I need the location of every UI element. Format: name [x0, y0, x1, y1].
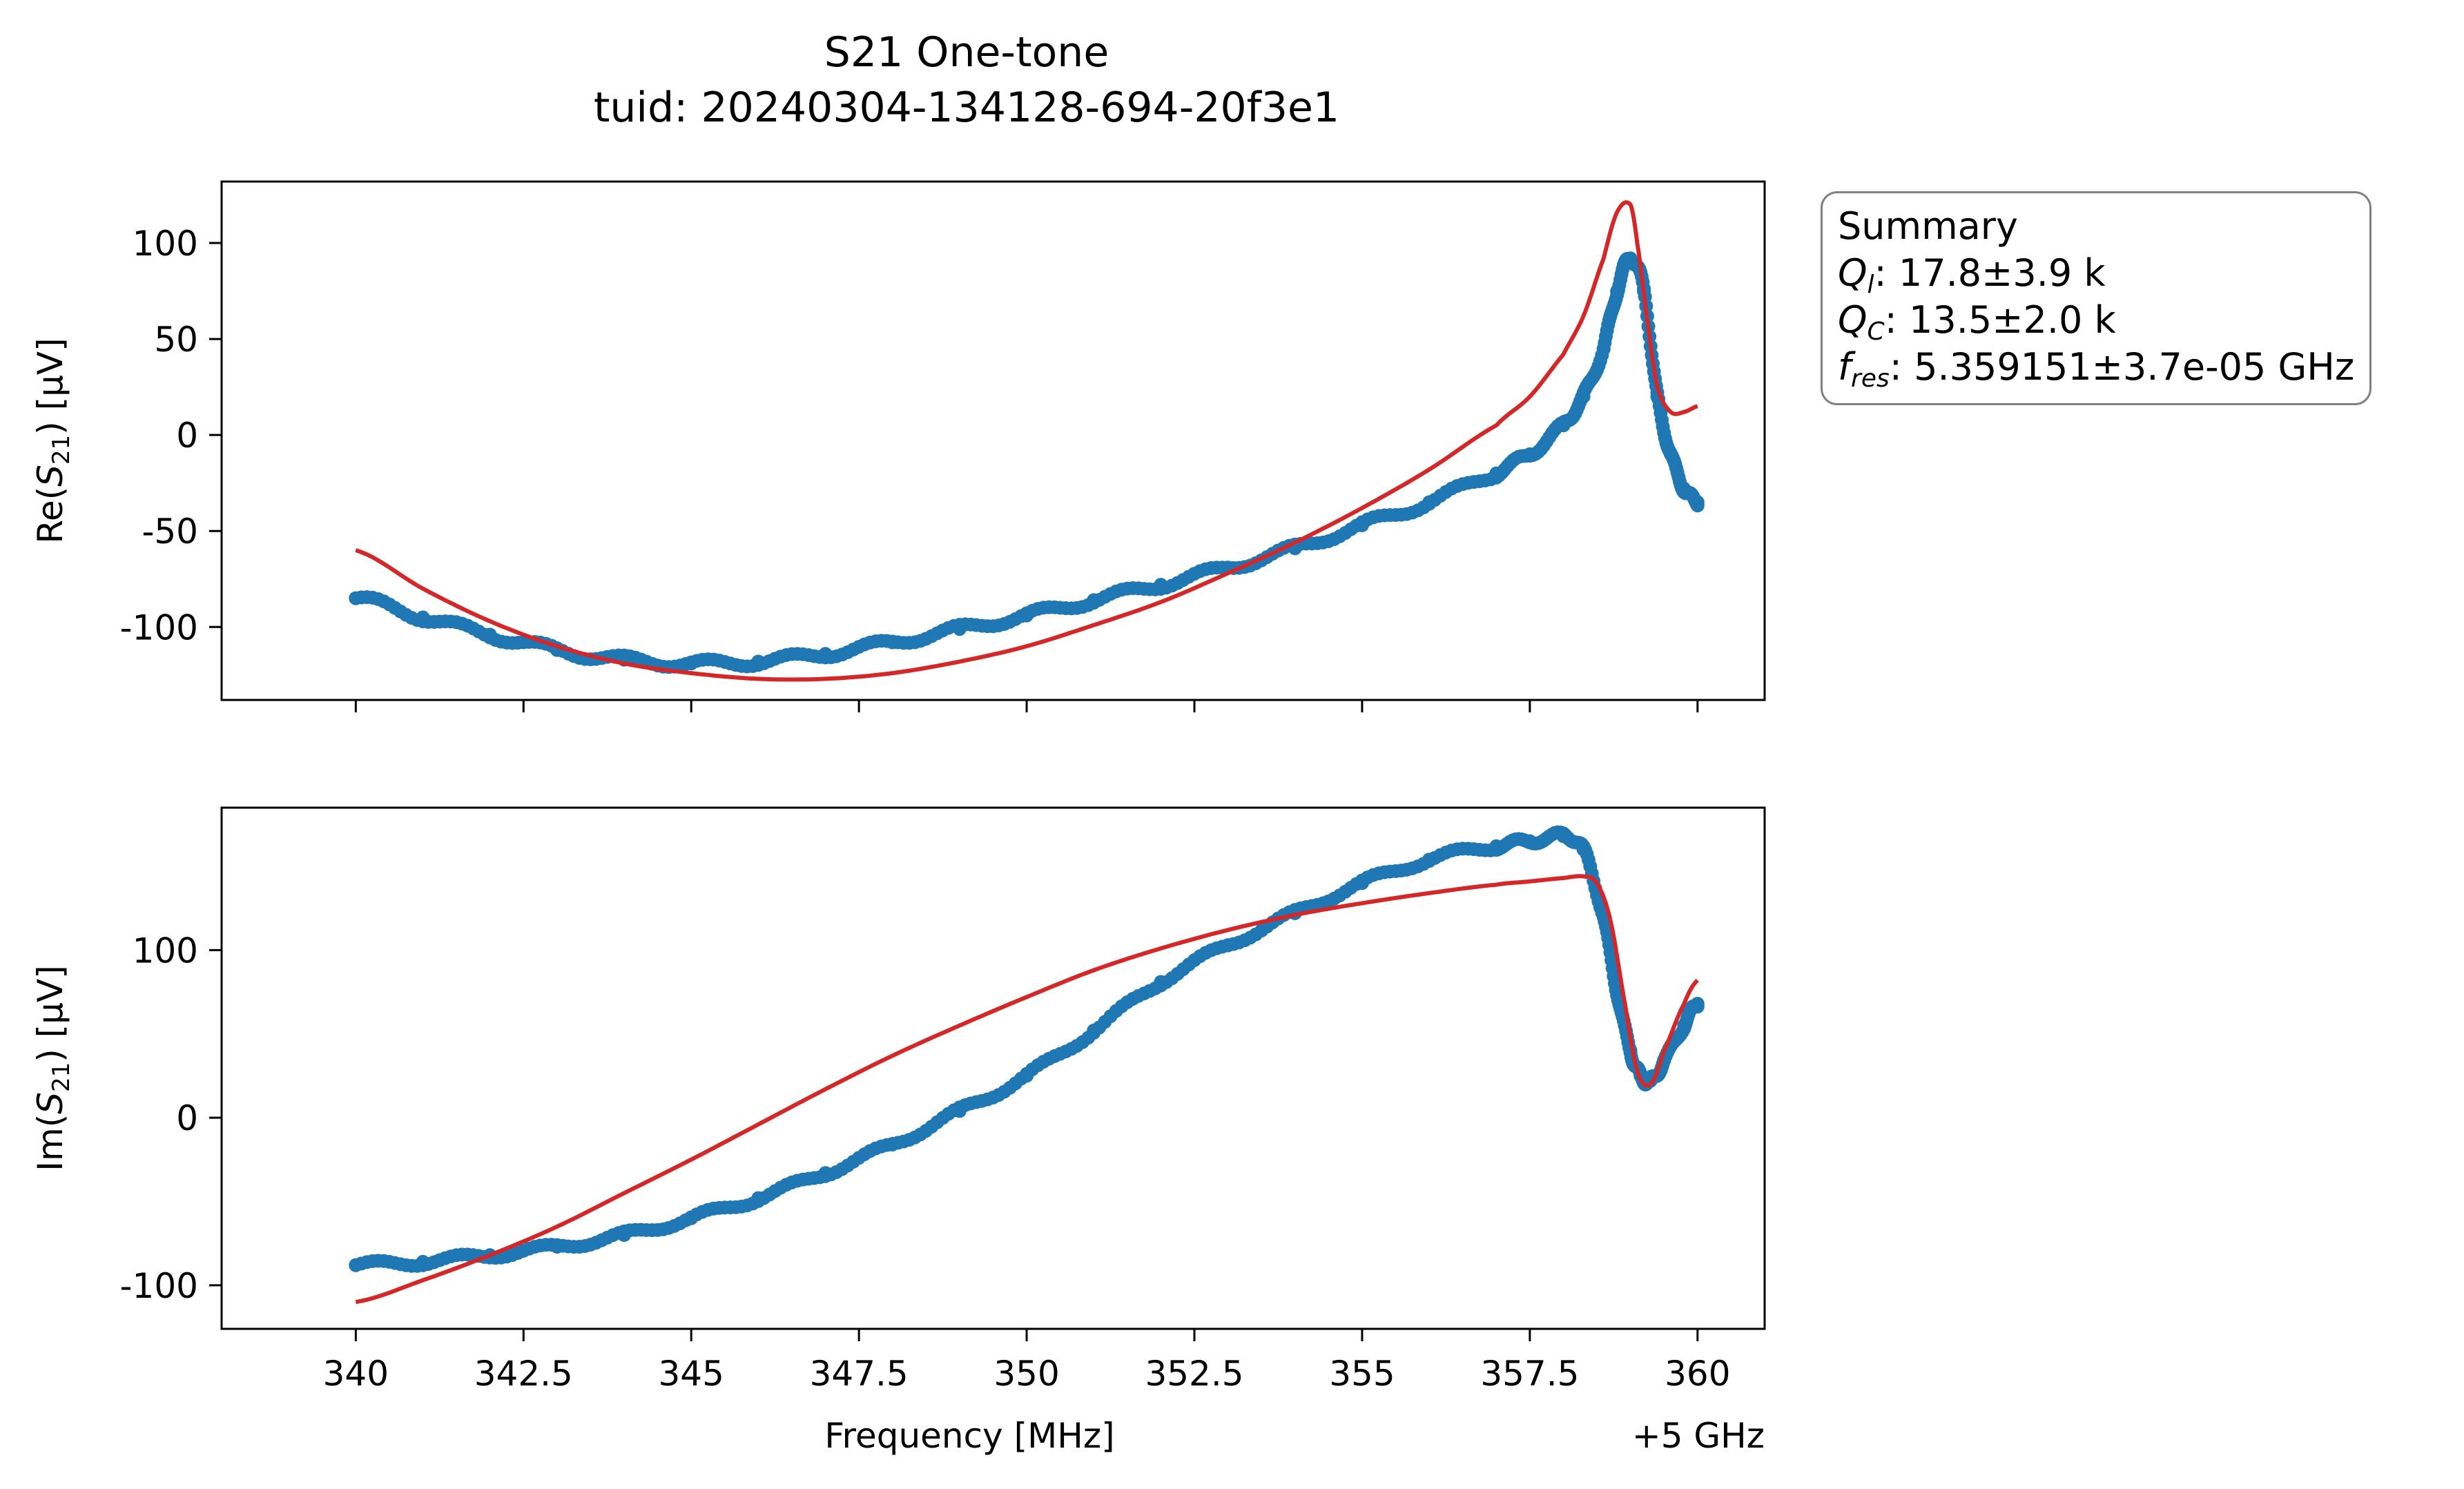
top-data-point — [684, 656, 699, 671]
bottom-data-line — [356, 834, 1699, 1267]
bottom-data-point — [684, 1211, 699, 1225]
top-data-point — [1663, 447, 1678, 461]
top-data-point — [1677, 482, 1691, 496]
summary-heading: Summary — [1838, 204, 2018, 248]
top-data-point — [952, 622, 967, 636]
bottom-data-point — [1221, 938, 1235, 953]
bottom-data-point — [751, 1191, 766, 1205]
top-data-point — [1610, 284, 1624, 298]
x-axis-label: Frequency [MHz] — [824, 1416, 1114, 1456]
top-data-point — [483, 627, 497, 642]
top-data-point — [349, 591, 363, 605]
x-tick-label: 350 — [993, 1354, 1059, 1394]
top-data-markers — [349, 251, 1705, 674]
top-panel: 100 50 0 -50 -100 Re(S21) [µV] — [30, 180, 1766, 712]
bottom-data-point — [885, 1137, 900, 1151]
x-tick-label: 342.5 — [474, 1354, 573, 1394]
x-tick-label: 357.5 — [1480, 1354, 1579, 1394]
top-y-tick-label: -100 — [120, 607, 198, 648]
top-data-point — [885, 635, 900, 650]
top-y-tick-label: -50 — [142, 512, 198, 552]
top-data-point — [1556, 418, 1571, 433]
top-data-point — [1690, 495, 1705, 509]
top-data-point — [1596, 341, 1611, 356]
bottom-data-point — [818, 1166, 833, 1180]
top-data-point — [1522, 447, 1537, 461]
x-tick-label: 352.5 — [1145, 1354, 1243, 1394]
x-tick-label: 355 — [1329, 1354, 1395, 1394]
x-offset-label: +5 GHz — [1632, 1416, 1765, 1456]
top-data-point — [1154, 578, 1168, 592]
top-data-point — [1623, 251, 1638, 266]
bottom-data-point — [1677, 1018, 1691, 1033]
x-tick-label: 340 — [323, 1354, 389, 1394]
bottom-y-tick-label: -100 — [120, 1266, 198, 1306]
bottom-data-point — [952, 1104, 967, 1118]
bottom-data-point — [416, 1254, 430, 1269]
top-y-tick-label: 0 — [176, 416, 198, 456]
chart-title: S21 One-tone — [824, 28, 1109, 77]
top-data-point — [1355, 518, 1369, 532]
top-data-point — [1422, 495, 1437, 509]
top-fit-line — [355, 200, 1698, 682]
bottom-fit-line — [355, 874, 1699, 1305]
bottom-y-axis-label: Im(S21) [µV] — [30, 965, 75, 1171]
x-tick-label: 345 — [658, 1354, 724, 1394]
top-plot-area — [349, 200, 1705, 682]
bottom-data-point — [617, 1228, 632, 1243]
top-data-point — [1020, 608, 1034, 623]
top-data-point — [416, 610, 430, 625]
bottom-data-point — [1087, 1023, 1101, 1038]
x-tick-label: 347.5 — [810, 1354, 909, 1394]
bottom-data-point — [1556, 829, 1571, 844]
bottom-data-point — [1576, 842, 1591, 857]
top-data-point — [751, 654, 766, 669]
chart-subtitle: tuid: 20240304-134128-694-20f3e1 — [594, 84, 1339, 132]
bottom-data-point — [1154, 975, 1168, 989]
summary-qc: QC: 13.5±2.0 k — [1838, 298, 2116, 346]
top-data-point — [1489, 466, 1504, 480]
top-axes-frame — [220, 180, 1766, 701]
top-data-line — [355, 256, 1698, 665]
summary-box: Summary Ql: 17.8±3.9 k QC: 13.5±2.0 k fr… — [1821, 191, 2372, 405]
bottom-data-point — [349, 1258, 363, 1272]
bottom-y-tick-label: 100 — [133, 931, 198, 971]
bottom-y-tick-label: 0 — [176, 1098, 198, 1138]
top-y-axis-label: Re(S21) [µV] — [30, 338, 75, 543]
bottom-data-point — [1522, 834, 1537, 848]
x-tick-label: 360 — [1665, 1354, 1730, 1394]
top-data-point — [1576, 389, 1591, 404]
top-y-tick-label: 50 — [154, 320, 198, 360]
bottom-data-point — [1020, 1069, 1034, 1083]
bottom-data-markers — [349, 825, 1705, 1273]
bottom-plot-area — [349, 825, 1705, 1305]
bottom-data-point — [550, 1240, 564, 1254]
top-data-point — [818, 647, 833, 661]
bottom-data-point — [1422, 853, 1437, 867]
summary-ql: Ql: 17.8±3.9 k — [1838, 251, 2106, 299]
bottom-data-point — [1355, 876, 1369, 891]
summary-fres: fres: 5.359151±3.7e-05 GHz — [1838, 345, 2355, 393]
bottom-panel: 340 342.5 345 347.5 350 352.5 355 357.5 360 100 0 -… — [30, 806, 1766, 1456]
bottom-data-point — [1489, 839, 1504, 853]
bottom-data-point — [1690, 997, 1705, 1011]
top-y-tick-label: 100 — [133, 224, 198, 264]
top-data-point — [1087, 593, 1101, 607]
bottom-axes-frame — [220, 806, 1766, 1330]
